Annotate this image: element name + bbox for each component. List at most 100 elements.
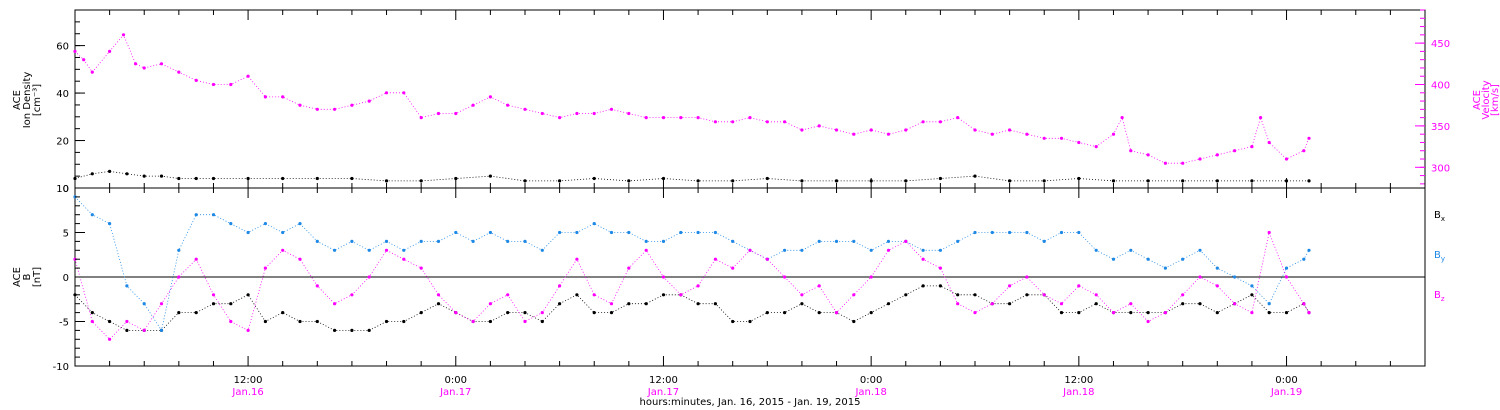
field-by-point (558, 230, 562, 235)
density-ion-density-point (523, 179, 527, 183)
velocity-axis-label-line3: [km/s] (1490, 84, 1500, 116)
field-by-point (609, 230, 614, 235)
velocity-velocity-point (159, 62, 164, 66)
field-by-point (367, 248, 371, 252)
velocity-velocity-point (1307, 136, 1311, 140)
field-bx-point (956, 293, 960, 297)
field-by-point (1094, 248, 1098, 252)
date-tick-label: Jan.18 (854, 387, 886, 398)
field-by-point (834, 239, 839, 243)
field-bx-point (1181, 302, 1185, 306)
field-by-point (506, 239, 510, 243)
field-bx-point (367, 328, 371, 332)
velocity-velocity-point (1250, 145, 1254, 149)
density-axis-label-line1: ACE (12, 90, 23, 110)
velocity-velocity-point (315, 107, 319, 111)
field-by-point (1267, 302, 1271, 306)
field-tick-label: 5 (63, 229, 69, 240)
field-bx-point (661, 293, 666, 297)
field-by-point (263, 222, 267, 226)
velocity-velocity-point (1077, 140, 1081, 145)
velocity-velocity-point (73, 49, 77, 54)
velocity-velocity-point (333, 107, 337, 111)
field-bz-point (367, 275, 371, 279)
velocity-velocity-point (852, 132, 856, 136)
field-by-point (1129, 248, 1133, 252)
field-by-point (1198, 248, 1202, 252)
field-bz-point (1198, 275, 1202, 279)
field-by-point (1215, 266, 1219, 270)
field-bz-point (817, 284, 821, 288)
field-by-point (921, 248, 925, 252)
density-ion-density-point (1146, 179, 1150, 183)
field-bx-point (402, 319, 406, 324)
field-bz-point (436, 293, 441, 297)
field-bz-point (281, 248, 285, 252)
time-axis-ticks: 12:00Jan.160:00Jan.1712:00Jan.170:00Jan.… (74, 10, 1426, 398)
velocity-velocity-point (90, 70, 94, 74)
field-by-point (938, 248, 943, 252)
field-by-point (852, 239, 856, 243)
field-bz-point (731, 266, 735, 270)
top-panel-marks (73, 33, 1311, 183)
field-bx-point (1284, 311, 1289, 315)
density-ion-density-point (125, 172, 129, 176)
density-axis-label-line3: [cm⁻³] (32, 84, 43, 116)
field-bz-point (973, 311, 977, 315)
field-by-point (627, 230, 631, 235)
velocity-velocity-point (1302, 149, 1306, 153)
field-bz-point (419, 266, 423, 270)
field-bx-point (419, 311, 423, 315)
field-by-point (333, 248, 337, 252)
density-ion-density-point (938, 176, 943, 181)
density-ion-density-point (350, 176, 354, 181)
density-ion-density-point (211, 176, 216, 181)
velocity-velocity-point (298, 103, 302, 107)
velocity-velocity-point (886, 132, 891, 136)
field-axis-label-line2: B (22, 273, 33, 280)
field-bx-point (263, 319, 267, 324)
field-by-point (90, 213, 94, 217)
field-by-point (125, 284, 129, 288)
velocity-velocity-point (488, 95, 492, 99)
field-bz-point (159, 302, 164, 306)
density-axis-label-line2: Ion Density (22, 72, 33, 129)
field-bz-point (229, 319, 233, 324)
field-bx-point (696, 302, 700, 306)
date-tick-label: Jan.17 (439, 387, 471, 398)
field-bx-point (246, 293, 250, 297)
field-bz-point (800, 293, 804, 297)
density-ion-density-point (1215, 179, 1219, 183)
density-ion-density-point (592, 176, 596, 181)
velocity-velocity-point (1163, 161, 1167, 165)
field-bz-point (350, 293, 354, 297)
field-bz-point (454, 311, 458, 315)
density-tick-label: 40 (56, 89, 69, 100)
field-bz-point (1250, 311, 1254, 315)
field-by-point (540, 248, 544, 252)
field-by-point (1059, 230, 1064, 235)
field-bz-point (575, 257, 579, 261)
field-bz-point (263, 266, 267, 270)
field-bz-point (523, 319, 527, 324)
field-bx-point (817, 311, 821, 315)
density-ion-density-point (73, 176, 77, 181)
velocity-velocity-point (1215, 153, 1219, 157)
density-ion-density-point (627, 179, 631, 183)
velocity-velocity-point (869, 128, 873, 132)
field-by-point (817, 239, 821, 243)
field-tick-label: 0 (63, 273, 69, 284)
field-bx-point (1077, 311, 1081, 315)
field-bx-point (540, 319, 544, 324)
field-bz-point (506, 293, 510, 297)
field-bz-point (211, 293, 216, 297)
field-by-point (990, 230, 994, 235)
field-bz-point (990, 302, 994, 306)
density-ion-density-point (315, 176, 319, 181)
field-bz-point (1146, 319, 1150, 324)
velocity-velocity-point (627, 111, 631, 116)
velocity-velocity-point (523, 107, 527, 111)
density-ion-density-line (74, 170, 1309, 182)
field-by-point (886, 239, 891, 243)
field-by-point (1111, 257, 1116, 261)
